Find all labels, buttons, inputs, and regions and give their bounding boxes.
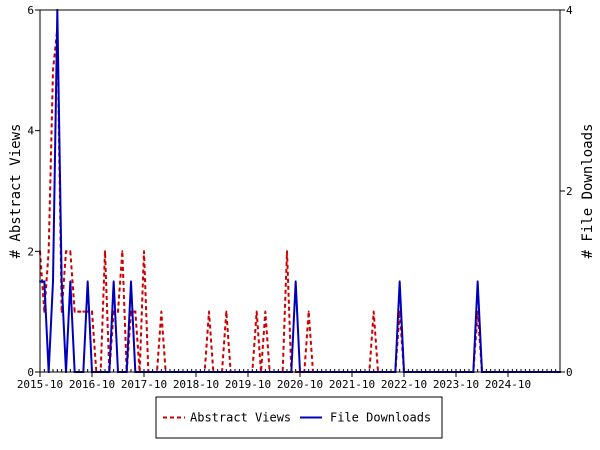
x-tick-label: 2024-10 bbox=[485, 378, 531, 391]
x-tick-label: 2018-10 bbox=[173, 378, 219, 391]
x-tick-label: 2019-10 bbox=[225, 378, 271, 391]
right-axis-title: # File Downloads bbox=[580, 124, 596, 259]
x-axis-ticks: 2015-10 2016-10 2017-10 2018-10 2019-10 2020-… bbox=[17, 369, 561, 391]
left-y-axis-ticks: 0 2 4 6 bbox=[27, 4, 40, 379]
legend-label-file-downloads: File Downloads bbox=[330, 411, 431, 425]
series-line-file-downloads bbox=[40, 9, 560, 373]
legend-label-abstract-views: Abstract Views bbox=[190, 411, 291, 425]
left-y-tick-label: 0 bbox=[27, 366, 34, 379]
right-y-axis-ticks: 0 2 4 bbox=[560, 4, 573, 379]
x-tick-label: 2016-10 bbox=[69, 378, 115, 391]
legend: Abstract Views File Downloads bbox=[155, 396, 443, 439]
x-tick-label: 2020-10 bbox=[277, 378, 323, 391]
right-y-tick-label: 4 bbox=[566, 4, 573, 17]
left-y-tick-label: 4 bbox=[27, 125, 34, 138]
x-tick-label: 2023-10 bbox=[433, 378, 479, 391]
right-y-tick-label: 2 bbox=[566, 185, 573, 198]
plot-frame bbox=[39, 9, 561, 373]
series-layer bbox=[39, 9, 561, 373]
x-tick-label: 2015-10 bbox=[17, 378, 63, 391]
left-y-tick-label: 6 bbox=[27, 4, 34, 17]
x-tick-label: 2022-10 bbox=[381, 378, 427, 391]
x-tick-label: 2017-10 bbox=[121, 378, 167, 391]
right-y-tick-label: 0 bbox=[566, 366, 573, 379]
left-axis-title: # Abstract Views bbox=[8, 124, 24, 259]
legend-box bbox=[155, 396, 443, 439]
x-tick-label: 2021-10 bbox=[329, 378, 375, 391]
left-y-tick-label: 2 bbox=[27, 245, 34, 258]
series-line-abstract-views bbox=[39, 27, 560, 373]
